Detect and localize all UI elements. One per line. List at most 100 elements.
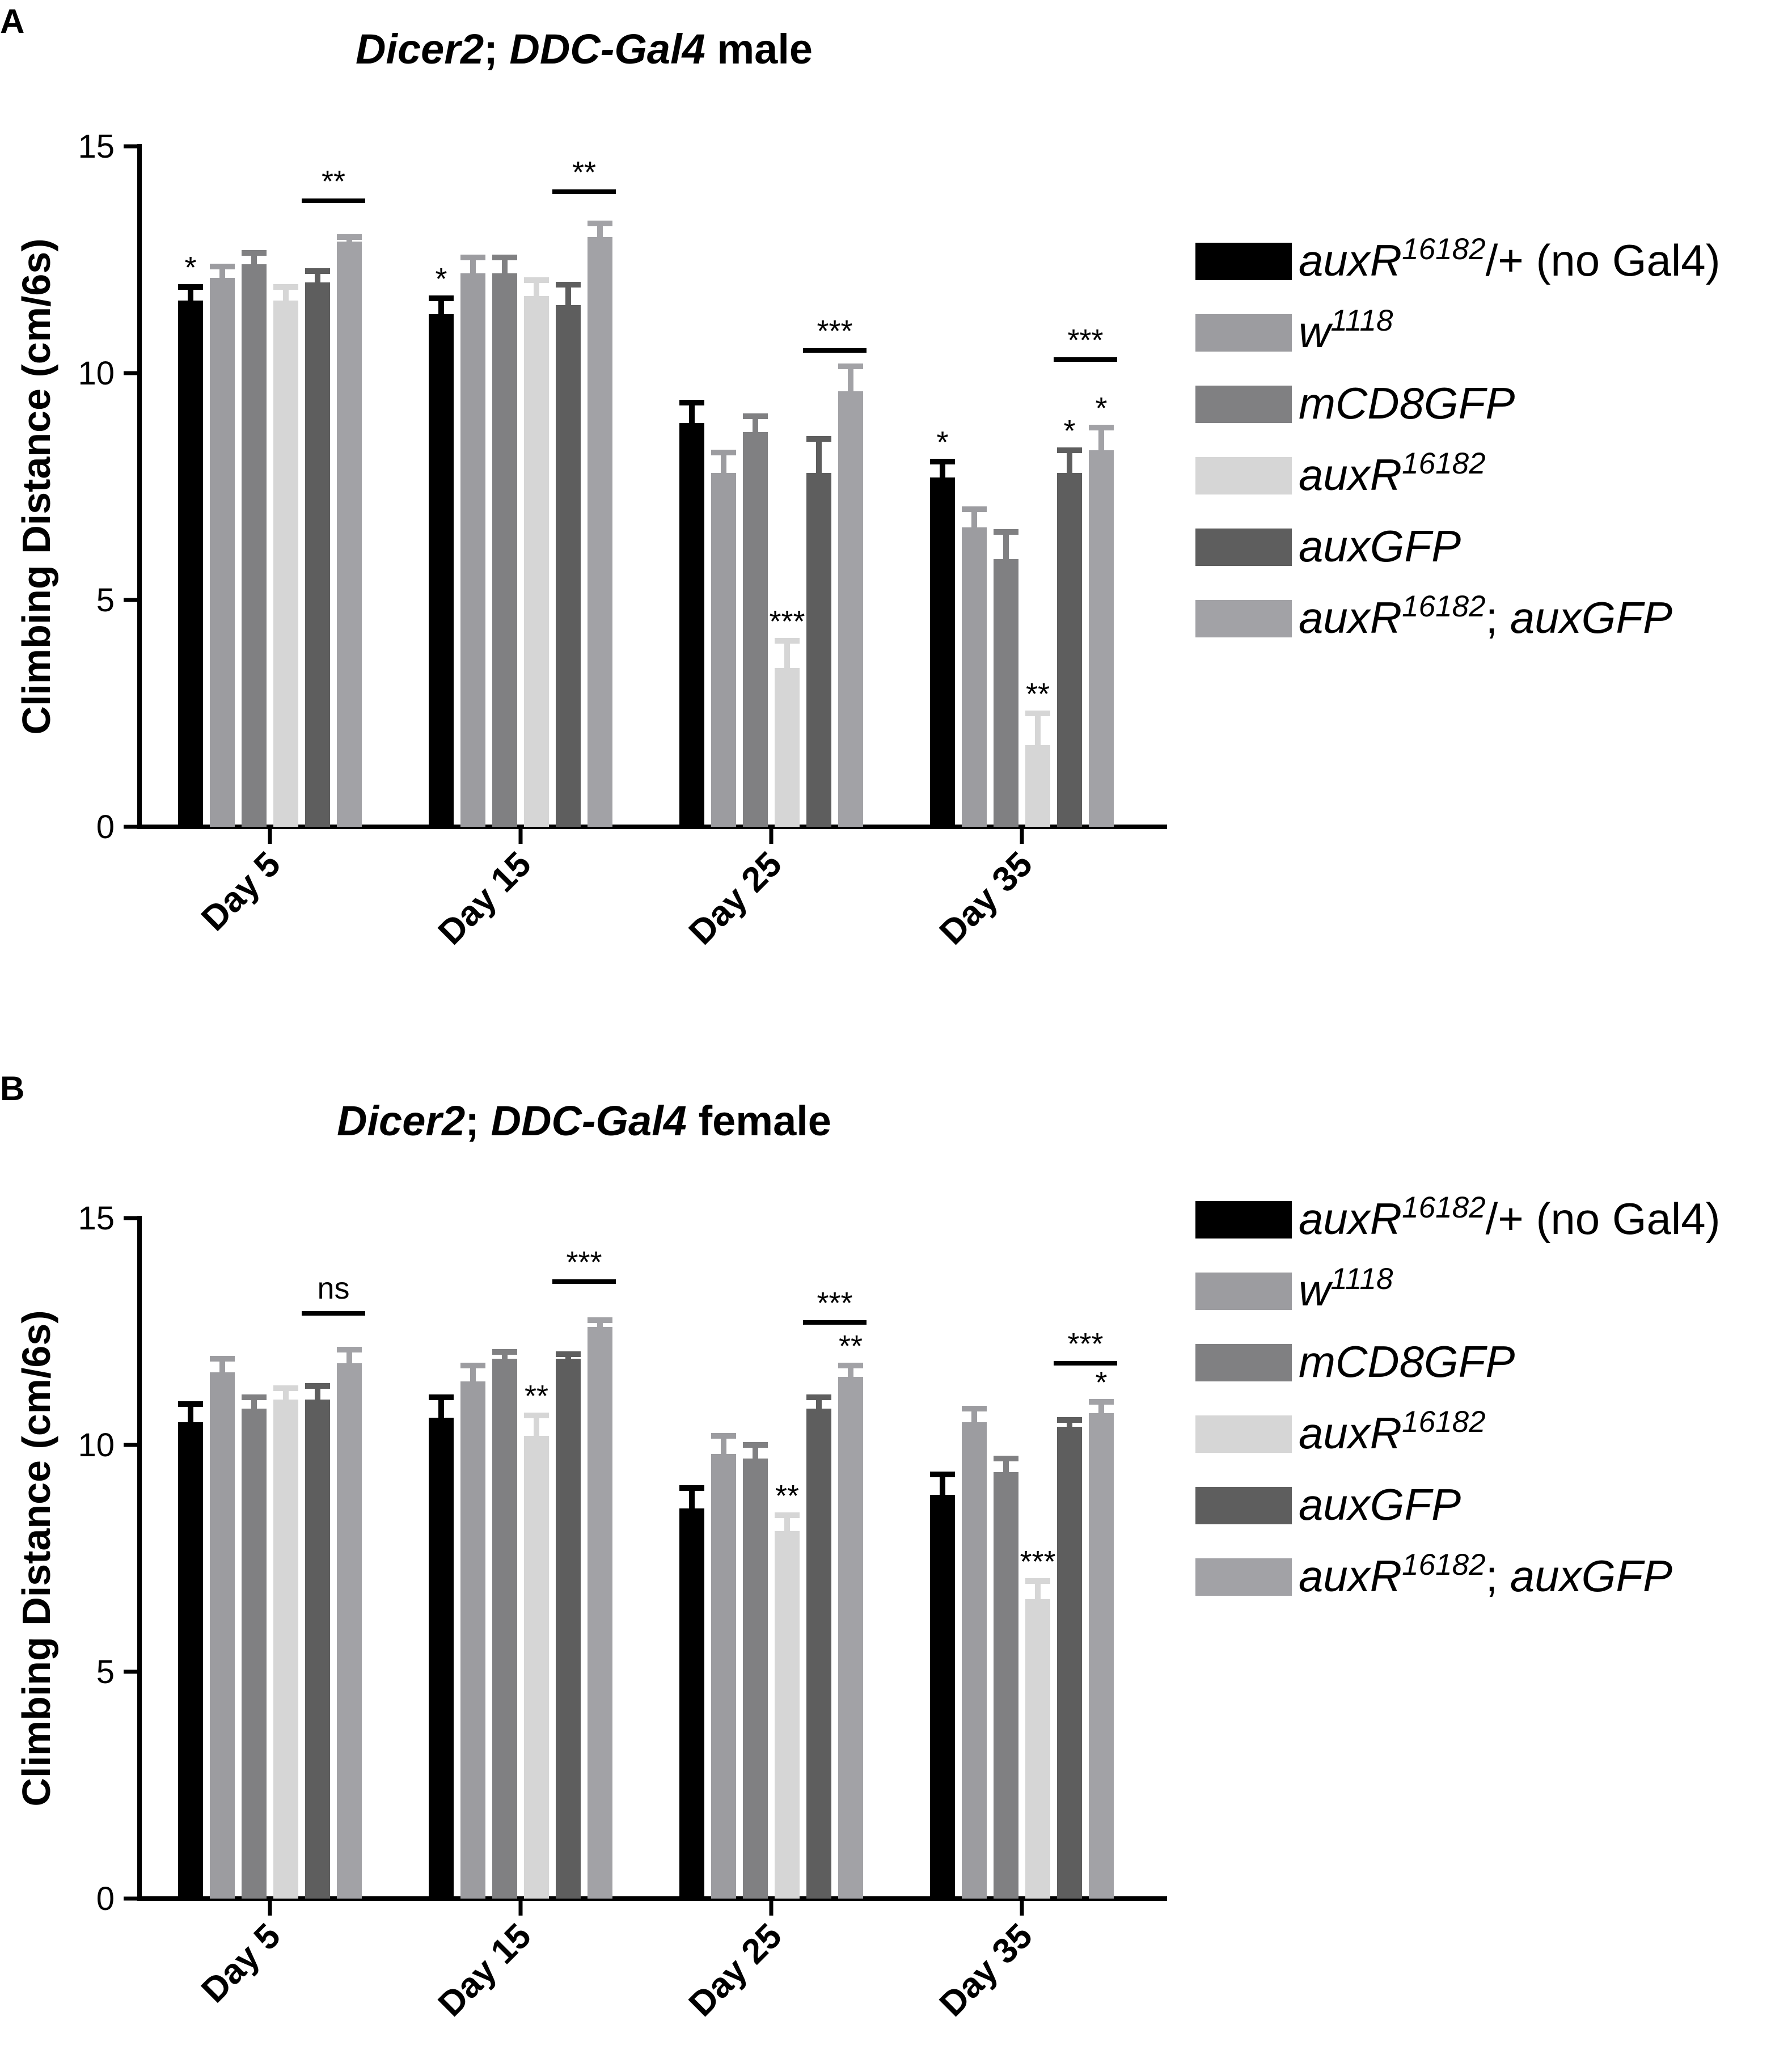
bar: [1025, 745, 1050, 827]
bar: [743, 1459, 768, 1899]
chart-title-part: ;: [484, 26, 509, 73]
bar: [775, 668, 800, 827]
bar: [962, 1422, 987, 1899]
legend-label: auxR16182; auxGFP: [1299, 1548, 1672, 1601]
bar: [273, 1400, 298, 1899]
bar: [524, 1436, 549, 1899]
chart-title: Dicer2; DDC-Gal4 male: [356, 26, 813, 73]
y-tick-label: 15: [78, 128, 115, 165]
x-tick-label: Day 25: [682, 1916, 789, 2024]
bar: [1089, 450, 1114, 827]
bar: [305, 1400, 330, 1899]
bar: [524, 296, 549, 827]
comparison-label: ns: [317, 1271, 349, 1305]
legend-label-part: w: [1299, 1265, 1333, 1315]
x-tick-label: Day 15: [431, 1916, 539, 2024]
legend-label-part: auxGFP: [1510, 593, 1672, 642]
chart-title: Dicer2; DDC-Gal4 female: [337, 1097, 831, 1144]
bar: [556, 1359, 581, 1899]
y-tick-label: 10: [78, 1427, 115, 1464]
legend-label: auxR16182/+ (no Gal4): [1299, 1191, 1721, 1244]
bar: [429, 314, 454, 827]
legend-label: w1118: [1299, 1262, 1393, 1316]
legend-label: auxR16182: [1299, 447, 1486, 500]
bar: [337, 242, 362, 827]
bar: [242, 1409, 267, 1899]
significance-label: *: [435, 262, 447, 296]
bar: [305, 282, 330, 827]
bar: [210, 278, 235, 827]
bar: [210, 1372, 235, 1899]
bar: [556, 305, 581, 827]
y-tick-label: 15: [78, 1200, 115, 1237]
x-tick-label: Day 5: [194, 844, 288, 939]
legend-label-part: w: [1299, 307, 1333, 357]
bar: [962, 527, 987, 827]
chart-title-part: Dicer2: [356, 26, 484, 73]
legend-label: auxR16182; auxGFP: [1299, 590, 1672, 643]
bar: [806, 473, 831, 827]
bar: [679, 423, 704, 827]
comparison-label: ***: [817, 314, 852, 348]
y-tick-label: 0: [96, 809, 115, 846]
legend-label: mCD8GFP: [1299, 1337, 1515, 1387]
bar: [994, 1472, 1018, 1899]
legend-label-part: 1118: [1330, 1262, 1393, 1296]
bar: [711, 473, 736, 827]
legend-label-part: /+ (no Gal4): [1486, 235, 1721, 285]
legend-label-part: auxR: [1299, 1194, 1402, 1244]
chart-title-part: female: [687, 1097, 831, 1144]
bar: [743, 432, 768, 827]
bar: [679, 1508, 704, 1899]
legend-label-part: 16182: [1402, 1548, 1485, 1582]
legend-swatch: [1195, 1487, 1292, 1524]
panel-a: A Dicer2; DDC-Gal4 male Climbing Distance …: [0, 2, 1721, 952]
chart-title-part: ;: [465, 1097, 491, 1144]
y-tick-label: 0: [96, 1880, 115, 1917]
bar: [711, 1454, 736, 1899]
legend-label-part: auxR: [1299, 1408, 1402, 1458]
legend-label: w1118: [1299, 304, 1393, 357]
chart-title-part: male: [705, 26, 813, 73]
comparison-label: ***: [1067, 1327, 1103, 1361]
significance-label: **: [839, 1329, 863, 1363]
legend: auxR16182/+ (no Gal4)w1118mCD8GFPauxR161…: [1195, 1191, 1721, 1601]
bar: [178, 301, 203, 827]
bar: [775, 1531, 800, 1899]
bar: [588, 237, 612, 827]
bar: [994, 559, 1018, 827]
legend-label: auxGFP: [1299, 521, 1461, 571]
legend-swatch: [1195, 1201, 1292, 1238]
legend-label-part: 16182: [1402, 1405, 1485, 1439]
bar: [1025, 1599, 1050, 1899]
bar: [930, 477, 955, 827]
significance-label: **: [1026, 677, 1050, 711]
legend-swatch: [1195, 314, 1292, 352]
legend-label-part: auxR: [1299, 1551, 1402, 1601]
legend-label: auxR16182/+ (no Gal4): [1299, 233, 1721, 286]
significance-label: *: [936, 425, 948, 459]
significance-label: ***: [1020, 1545, 1055, 1579]
legend-swatch: [1195, 529, 1292, 566]
legend-label-part: mCD8GFP: [1299, 1337, 1515, 1387]
bar: [460, 273, 485, 827]
significance-label: *: [1063, 414, 1075, 448]
bar: [588, 1327, 612, 1899]
comparison-label: ***: [817, 1286, 852, 1320]
bar: [273, 301, 298, 827]
legend-label-part: 16182: [1402, 233, 1485, 266]
x-tick-label: Day 35: [932, 1916, 1040, 2024]
bar: [1089, 1413, 1114, 1899]
legend-label-part: 16182: [1402, 1191, 1485, 1224]
comparison-label: ***: [566, 1245, 602, 1279]
bar: [492, 1359, 517, 1899]
legend-swatch: [1195, 1558, 1292, 1596]
legend-swatch: [1195, 243, 1292, 280]
legend-label: mCD8GFP: [1299, 378, 1515, 428]
x-tick-label: Day 25: [682, 844, 789, 952]
legend-label-part: 16182: [1402, 590, 1485, 623]
panel-b: B Dicer2; DDC-Gal4 female Climbing Distanc…: [0, 1070, 1721, 2024]
legend-label-part: auxR: [1299, 450, 1402, 500]
significance-label: *: [1095, 1366, 1107, 1400]
